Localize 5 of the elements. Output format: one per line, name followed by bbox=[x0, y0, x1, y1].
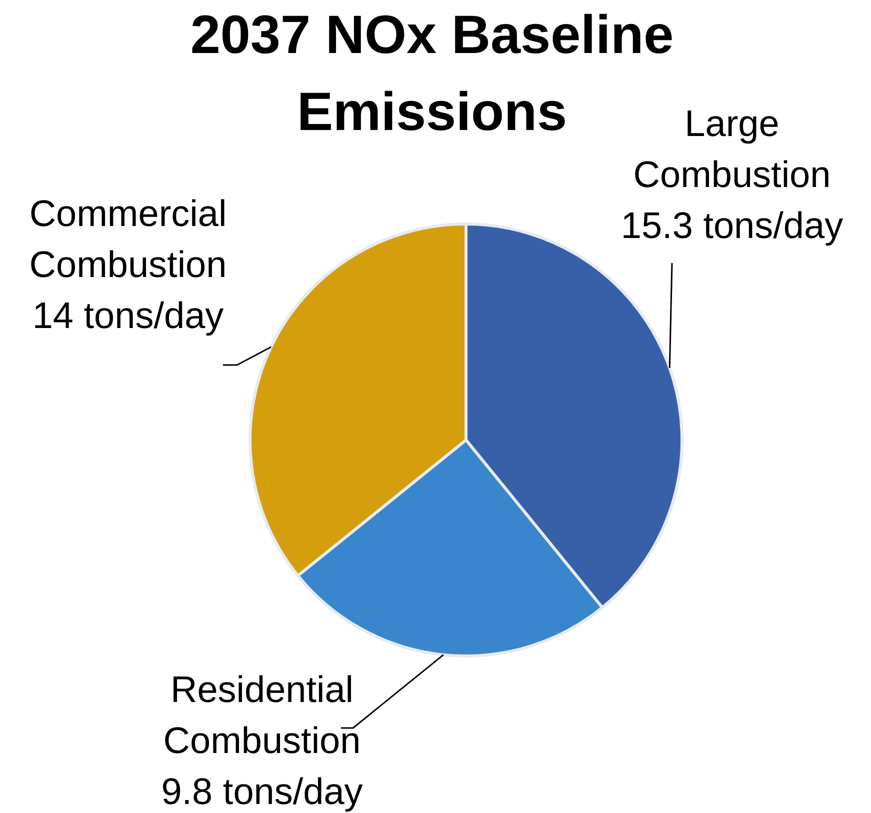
slice-label: Residential Combustion bbox=[163, 669, 361, 761]
data-label: 9.8 tons/day bbox=[161, 771, 364, 812]
data-label: 14 tons/day bbox=[32, 295, 224, 336]
data-label: 15.3 tons/day bbox=[620, 205, 844, 246]
slice-label: Commercial Combustion bbox=[29, 193, 227, 285]
